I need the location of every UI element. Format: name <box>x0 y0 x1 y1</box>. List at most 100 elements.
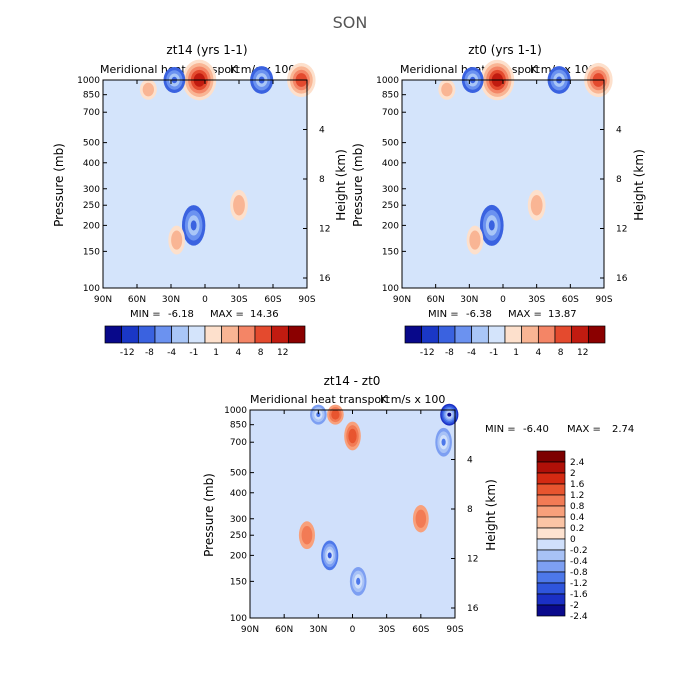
colorbar-label: 4 <box>535 348 541 358</box>
colorbar-swatch <box>536 593 566 606</box>
x-tick-label: 30S <box>230 295 247 305</box>
y2-tick-label: 16 <box>319 274 331 284</box>
x-tick-label: 90N <box>241 625 259 635</box>
panel-diff-subtitle: Meridional heat transport <box>250 393 391 406</box>
colorbar-swatch <box>504 325 523 344</box>
colorbar-label: 1.2 <box>570 491 584 501</box>
x-tick-label: 60S <box>264 295 281 305</box>
y-tick-label: 500 <box>382 139 399 149</box>
colorbar-swatch <box>171 325 189 344</box>
y2-tick-label: 4 <box>616 125 622 135</box>
colorbar-label: -1.6 <box>570 590 588 600</box>
x-tick-label: 90S <box>298 295 315 305</box>
colorbar-swatch <box>404 325 423 344</box>
colorbar-label: 1 <box>513 348 519 358</box>
panel-zt14-max-value: 14.36 <box>250 309 279 320</box>
y-tick-label: 100 <box>83 284 100 294</box>
panel-zt14-title: zt14 (yrs 1-1) <box>166 43 247 57</box>
y2-tick-label: 16 <box>467 604 479 614</box>
panel-zt14-ylabel: Pressure (mb) <box>52 143 66 227</box>
panel-zt14-max-label: MAX = <box>210 309 244 320</box>
plot-background <box>103 80 307 288</box>
colorbar-swatch <box>421 325 439 344</box>
panel-zt0-ylabel: Pressure (mb) <box>351 143 365 227</box>
contour-region <box>327 552 332 559</box>
colorbar-label: -2.4 <box>570 612 588 622</box>
contour-region <box>173 235 180 245</box>
panel-zt14-min-label: MIN = <box>130 309 161 320</box>
contour-region <box>441 438 446 446</box>
y-tick-label: 850 <box>382 91 399 101</box>
panel-zt14: zt14 (yrs 1-1) Meridional heat transport… <box>52 43 348 358</box>
y-tick-label: 150 <box>83 247 100 257</box>
colorbar-swatch <box>104 325 123 344</box>
x-tick-label: 60N <box>128 295 146 305</box>
panel-diff-min-label: MIN = <box>485 424 516 435</box>
y-tick-label: 500 <box>83 139 100 149</box>
contour-region <box>488 220 495 231</box>
panel-diff-plot: 90N 60N 30N 0 30S 60S 90S 1000 850 700 500 400 300 25… <box>224 403 479 635</box>
y-tick-label: 250 <box>382 201 399 211</box>
contour-region <box>145 86 152 93</box>
colorbar-swatch <box>536 571 566 584</box>
colorbar-swatch <box>554 325 573 344</box>
panel-diff-max-value: 2.74 <box>612 424 634 435</box>
y-tick-label: 400 <box>230 489 247 499</box>
colorbar-swatch <box>154 325 173 344</box>
colorbar-label: -1 <box>189 348 198 358</box>
panel-zt0-y2label: Height (km) <box>632 149 646 220</box>
y-tick-label: 700 <box>230 438 247 448</box>
colorbar-label: -12 <box>120 348 135 358</box>
colorbar-label: 8 <box>558 348 564 358</box>
y-tick-label: 500 <box>230 469 247 479</box>
x-tick-label: 30S <box>378 625 395 635</box>
colorbar-swatch <box>536 560 566 573</box>
colorbar-swatch <box>487 325 506 344</box>
panel-zt0-max-label: MAX = <box>508 309 542 320</box>
panel-zt14-y2label: Height (km) <box>334 149 348 220</box>
y-tick-label: 100 <box>230 614 247 624</box>
colorbar-swatch <box>536 549 566 562</box>
colorbar-swatch <box>571 325 589 344</box>
colorbar-label: -4 <box>467 348 476 358</box>
colorbar-swatch <box>521 325 539 344</box>
colorbar-swatch <box>454 325 473 344</box>
x-tick-label: 0 <box>202 295 208 305</box>
colorbar-swatch <box>237 325 256 344</box>
y-tick-label: 400 <box>382 159 399 169</box>
contour-region <box>316 412 321 418</box>
colorbar-label: -4 <box>167 348 176 358</box>
colorbar-label: -8 <box>445 348 454 358</box>
y2-tick-label: 16 <box>616 274 628 284</box>
panel-diff-min-value: -6.40 <box>523 424 549 435</box>
panel-zt0: zt0 (yrs 1-1) Meridional heat transport … <box>351 43 646 358</box>
panel-diff-title: zt14 - zt0 <box>324 374 381 388</box>
y-tick-label: 200 <box>230 551 247 561</box>
y-tick-label: 150 <box>230 577 247 587</box>
colorbar-label: -12 <box>420 348 435 358</box>
panel-zt0-min-value: -6.38 <box>466 309 492 320</box>
colorbar-label: 8 <box>258 348 264 358</box>
x-tick-label: 0 <box>500 295 506 305</box>
y2-tick-label: 8 <box>319 175 325 185</box>
y-tick-label: 700 <box>83 108 100 118</box>
panel-diff-colorbar: 2.421.61.20.80.40.20-0.2-0.4-0.8-1.2-1.6… <box>536 450 588 622</box>
colorbar-swatch <box>287 325 306 344</box>
x-tick-label: 30N <box>460 295 478 305</box>
y-tick-label: 1000 <box>376 76 399 86</box>
y2-tick-label: 12 <box>467 554 478 564</box>
colorbar-swatch <box>587 325 606 344</box>
colorbar-swatch <box>204 325 223 344</box>
y-tick-label: 150 <box>382 247 399 257</box>
colorbar-swatch <box>536 461 566 474</box>
colorbar-label: -2 <box>570 601 579 611</box>
colorbar-label: -0.4 <box>570 557 588 567</box>
y-tick-label: 1000 <box>224 406 247 416</box>
y2-tick-label: 12 <box>319 224 330 234</box>
y2-tick-label: 12 <box>616 224 627 234</box>
x-tick-label: 90S <box>595 295 612 305</box>
panel-zt0-min-label: MIN = <box>428 309 459 320</box>
panel-zt0-title: zt0 (yrs 1-1) <box>468 43 542 57</box>
colorbar-label: -1 <box>489 348 498 358</box>
y-tick-label: 300 <box>230 515 247 525</box>
